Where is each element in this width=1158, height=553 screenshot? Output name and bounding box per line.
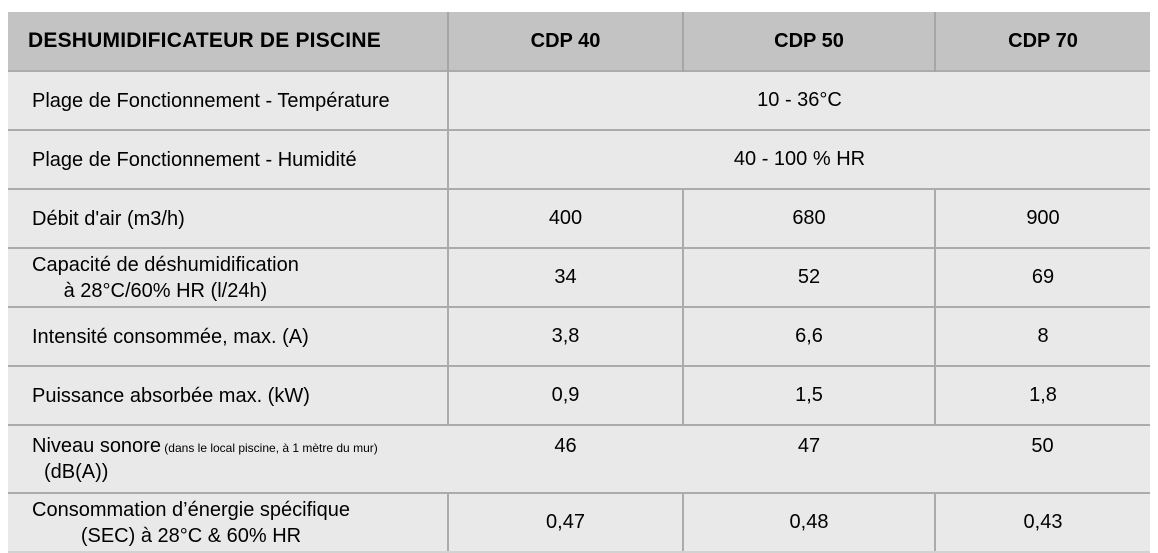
header-row: DESHUMIDIFICATEUR DE PISCINE CDP 40 CDP …: [8, 12, 1150, 71]
table-row: Consommation d’énergie spécifique (SEC) à…: [8, 492, 1150, 553]
row-value: 1,5: [682, 365, 935, 425]
row-value: 69: [934, 247, 1150, 307]
row-label: Puissance absorbée max. (kW): [8, 365, 448, 425]
column-header-cdp40: CDP 40: [447, 12, 683, 71]
row-label-text: Plage de Fonctionnement - Humidité: [32, 148, 357, 171]
row-label: Intensité consommée, max. (A): [8, 306, 448, 366]
row-label: Plage de Fonctionnement - Humidité: [8, 129, 448, 189]
row-value: 6,6: [682, 306, 935, 366]
row-value: 0,48: [682, 492, 935, 553]
row-value: 34: [447, 247, 683, 307]
table-row: Plage de Fonctionnement - Humidité 40 - 1…: [8, 129, 1150, 189]
row-label-text: Puissance absorbée max. (kW): [32, 384, 310, 407]
row-value: 8: [934, 306, 1150, 366]
row-label-text: Intensité consommée, max. (A): [32, 325, 309, 348]
row-label-line2: à 28°C/60% HR (l/24h): [63, 279, 268, 302]
row-value: 0,9: [447, 365, 683, 425]
spec-table: DESHUMIDIFICATEUR DE PISCINE CDP 40 CDP …: [8, 12, 1150, 553]
row-value: 0,47: [447, 492, 683, 553]
row-value: 0,43: [934, 492, 1150, 553]
table-title: DESHUMIDIFICATEUR DE PISCINE: [8, 12, 448, 71]
row-label-text: Plage de Fonctionnement - Température: [32, 89, 390, 112]
table-row: Niveau sonore (dans le local piscine, à …: [8, 424, 1150, 493]
row-value: 400: [447, 188, 683, 248]
table-row: Plage de Fonctionnement - Température 10 …: [8, 70, 1150, 130]
row-value: 46: [448, 424, 683, 493]
row-value: 680: [682, 188, 935, 248]
table-row: Débit d'air (m3/h) 400 680 900: [8, 188, 1150, 248]
row-value: 900: [934, 188, 1150, 248]
table-row: Capacité de déshumidification à 28°C/60% …: [8, 247, 1150, 307]
row-label: Capacité de déshumidification à 28°C/60% …: [8, 247, 448, 307]
row-value: 50: [935, 424, 1150, 493]
row-label: Plage de Fonctionnement - Température: [8, 70, 448, 130]
row-label-line2: (SEC) à 28°C & 60% HR: [80, 524, 302, 547]
table-row: Puissance absorbée max. (kW) 0,9 1,5 1,8: [8, 365, 1150, 425]
row-value: 47: [683, 424, 935, 493]
row-merged-value: 10 - 36°C: [447, 70, 1150, 130]
row-label: Consommation d’énergie spécifique (SEC) à…: [8, 492, 448, 553]
row-label-line2: (dB(A)): [44, 461, 109, 483]
row-label-text: Débit d'air (m3/h): [32, 207, 185, 230]
table-row: Intensité consommée, max. (A) 3,8 6,6 8: [8, 306, 1150, 366]
column-header-cdp50: CDP 50: [682, 12, 935, 71]
row-value: 52: [682, 247, 935, 307]
spec-table-body: Plage de Fonctionnement - Température 10 …: [8, 70, 1150, 553]
row-value: 3,8: [447, 306, 683, 366]
row-label-text: Consommation d’énergie spécifique: [32, 498, 350, 521]
row-label-small-note: (dans le local piscine, à 1 mètre du mur…: [160, 441, 378, 455]
row-merged-value: 40 - 100 % HR: [447, 129, 1150, 189]
column-header-cdp70: CDP 70: [934, 12, 1150, 71]
row-label-text: Capacité de déshumidification: [32, 253, 299, 276]
row-label: Débit d'air (m3/h): [8, 188, 448, 248]
row-label: Niveau sonore (dans le local piscine, à …: [8, 424, 448, 493]
row-value: 1,8: [934, 365, 1150, 425]
row-label-text: Niveau sonore (dans le local piscine, à …: [32, 435, 378, 457]
